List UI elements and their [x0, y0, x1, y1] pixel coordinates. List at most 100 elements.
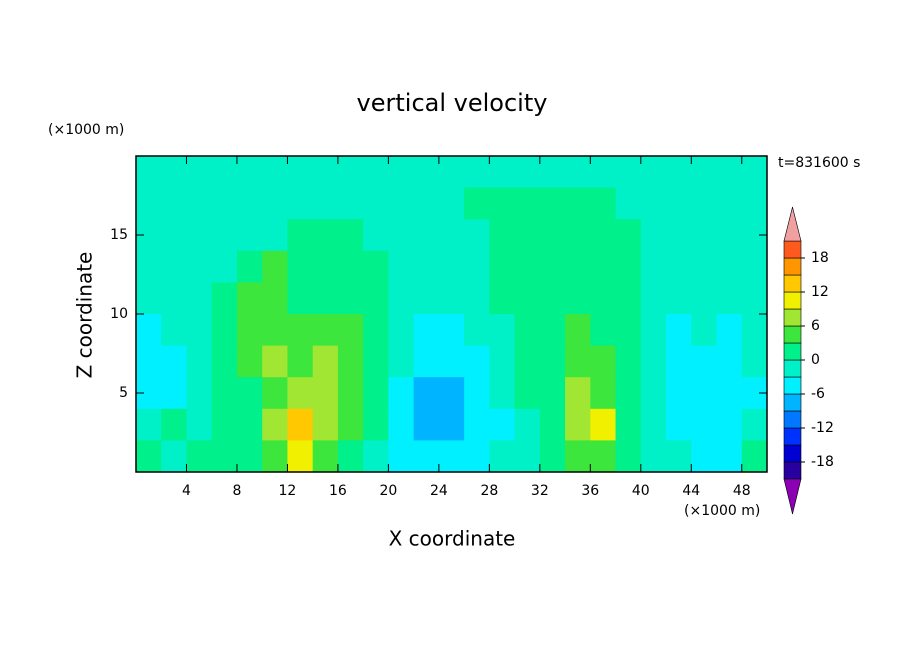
field-cell [161, 377, 187, 410]
field-cell [691, 282, 718, 315]
field-cell [514, 408, 541, 441]
colorbar-box [783, 427, 802, 446]
x-tick-label: 44 [682, 483, 700, 499]
x-tick-label: 36 [581, 483, 599, 499]
field-cell [539, 408, 566, 441]
colorbar-box [783, 291, 802, 310]
field-cell [691, 187, 718, 220]
field-cell [287, 250, 314, 283]
field-cell [615, 314, 642, 347]
field-cell [136, 314, 162, 347]
field-cell [565, 345, 591, 378]
y-tick-label: 15 [110, 227, 128, 243]
field-cell [287, 345, 314, 378]
field-cell [438, 187, 465, 220]
field-cell [363, 408, 389, 441]
field-cell [363, 314, 389, 347]
field-cell [363, 345, 389, 378]
field-cell [161, 282, 187, 315]
x-tick-label: 4 [182, 483, 191, 499]
field-cell [615, 250, 642, 283]
field-cell [186, 314, 213, 347]
colorbar-box [783, 342, 802, 361]
field-cell [363, 250, 389, 283]
field-cell [464, 187, 490, 220]
field-cell [514, 187, 541, 220]
colorbar-tick-label: 0 [811, 352, 820, 368]
field-cell [716, 440, 743, 473]
colorbar-box [783, 359, 802, 378]
x-tick-label: 8 [232, 483, 241, 499]
field-cell [666, 250, 692, 283]
field-cell [438, 440, 465, 473]
colorbar-box [783, 257, 802, 276]
field-cell [136, 440, 162, 473]
field-cell [236, 440, 263, 473]
y-unit: (×1000 m) [48, 122, 124, 138]
field-cell [136, 250, 162, 283]
colorbar-tick-label: 6 [811, 318, 820, 334]
field-cell [716, 345, 743, 378]
x-tick-label: 48 [733, 483, 751, 499]
field-cell [691, 408, 718, 441]
field-cell [161, 187, 187, 220]
field-cell [413, 187, 440, 220]
field-cell [640, 219, 667, 252]
field-cell [615, 408, 642, 441]
field-cell [236, 156, 263, 189]
field-cell [262, 187, 288, 220]
annotation: t=831600 s [778, 155, 860, 171]
colorbar-box [783, 240, 802, 259]
field-cell [236, 187, 263, 220]
field-cell [262, 282, 288, 315]
field-cell [236, 314, 263, 347]
field-cell [565, 187, 591, 220]
field-cell [211, 345, 238, 378]
x-axis-label: X coordinate [389, 527, 516, 551]
field-cell [741, 345, 768, 378]
field-cell [741, 314, 768, 347]
field-cell [337, 219, 364, 252]
colorbar-under [783, 478, 802, 515]
field-cell [438, 377, 465, 410]
field-cell [590, 314, 617, 347]
field-cell [741, 250, 768, 283]
field-cell [136, 187, 162, 220]
field-cell [186, 250, 213, 283]
field-cell [337, 345, 364, 378]
field-cell [312, 282, 339, 315]
field-cell [186, 219, 213, 252]
field-cell [312, 314, 339, 347]
field-cell [539, 156, 566, 189]
field-cell [640, 440, 667, 473]
field-cell [363, 156, 389, 189]
field-cell [615, 345, 642, 378]
x-tick-label: 32 [531, 483, 549, 499]
field-cell [363, 377, 389, 410]
colorbar-tick-label: 12 [811, 284, 829, 300]
field-cell [388, 377, 415, 410]
field-cell [136, 408, 162, 441]
field-cell [464, 345, 490, 378]
field-cell [666, 345, 692, 378]
field-cell [413, 156, 440, 189]
field-cell [438, 408, 465, 441]
field-cell [438, 345, 465, 378]
field-cell [186, 440, 213, 473]
field-cell [438, 250, 465, 283]
field-cell [514, 219, 541, 252]
chart-title: vertical velocity [357, 89, 548, 117]
colorbar-box [783, 461, 802, 480]
field-cell [539, 187, 566, 220]
field-cell [287, 156, 314, 189]
field-cell [615, 282, 642, 315]
field-cell [413, 282, 440, 315]
field-cell [464, 282, 490, 315]
field-cell [312, 250, 339, 283]
field-cell [514, 440, 541, 473]
field-cell [363, 187, 389, 220]
field-cell [211, 187, 238, 220]
field-cell [363, 219, 389, 252]
field-cell [211, 314, 238, 347]
field-cell [211, 219, 238, 252]
